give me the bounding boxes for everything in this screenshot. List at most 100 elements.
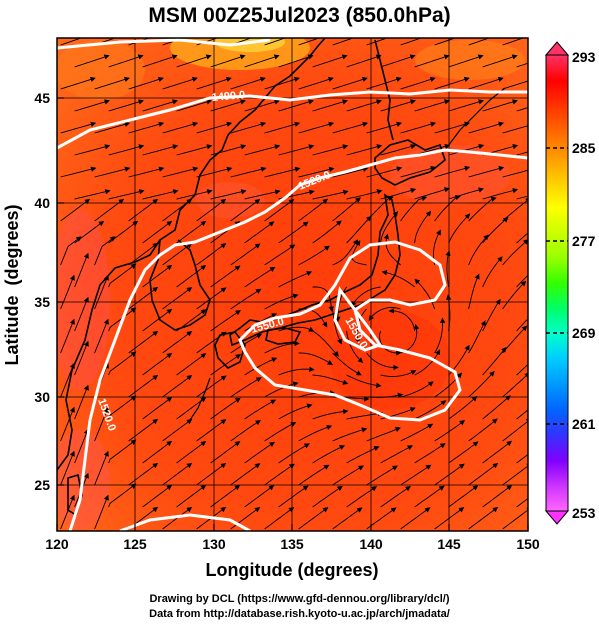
streamline (312, 485, 343, 508)
streamline (128, 242, 159, 266)
streamline (94, 76, 130, 90)
streamline (516, 318, 528, 332)
streamline (230, 166, 267, 178)
streamline (366, 121, 403, 134)
streamline (210, 189, 247, 200)
streamline (244, 357, 278, 376)
streamline (278, 443, 310, 464)
streamline (366, 426, 401, 442)
streamline (414, 349, 441, 376)
streamline (434, 121, 471, 134)
streamline (278, 403, 313, 420)
streamline (298, 352, 333, 365)
streamline (176, 484, 207, 508)
streamline (94, 494, 109, 530)
streamline (210, 441, 241, 464)
x-tick-label: 140 (359, 536, 383, 552)
streamline (298, 507, 329, 530)
streamline (94, 406, 109, 442)
streamline (74, 54, 110, 68)
streamline (434, 165, 471, 178)
streamline (244, 266, 276, 288)
streamline (502, 169, 528, 178)
streamline (516, 363, 528, 376)
streamline (482, 99, 518, 112)
streamline (332, 465, 364, 486)
streamline (434, 194, 461, 222)
streamline (346, 144, 383, 156)
streamline (230, 288, 262, 310)
streamline (264, 463, 295, 486)
streamline (332, 121, 369, 134)
streamline (468, 121, 505, 134)
streamline (74, 340, 89, 376)
streamline (230, 377, 262, 398)
streamline (264, 507, 295, 530)
streamline (346, 99, 382, 112)
streamline (74, 252, 89, 288)
streamline (210, 397, 241, 420)
streamline (468, 234, 489, 266)
streamline (502, 239, 528, 266)
streamline (448, 143, 485, 156)
streamline (94, 121, 131, 134)
streamline (60, 494, 75, 530)
streamline (414, 443, 446, 464)
colorbar-label: 293 (572, 49, 596, 65)
streamline (108, 307, 137, 332)
x-tick-label: 120 (45, 536, 69, 552)
streamline (516, 195, 528, 200)
streamline (142, 396, 173, 420)
colorbar-label: 253 (572, 505, 596, 521)
streamline (380, 99, 416, 112)
streamline (448, 485, 479, 508)
streamline (516, 232, 528, 244)
streamline (332, 38, 355, 46)
streamline (468, 506, 499, 530)
streamline (368, 307, 401, 321)
streamline (516, 453, 528, 464)
streamline (94, 236, 116, 266)
streamline (142, 440, 173, 464)
streamline (346, 215, 372, 244)
streamline (414, 485, 445, 508)
streamline (400, 464, 432, 486)
x-tick-label: 130 (202, 536, 226, 552)
streamline (516, 107, 528, 112)
streamline (196, 287, 227, 310)
streamline (60, 76, 96, 90)
streamline (128, 462, 159, 486)
streamline (434, 420, 466, 442)
streamline (502, 80, 528, 90)
colorbar-label: 285 (572, 140, 596, 156)
streamline (210, 484, 241, 508)
colorbar-body (545, 54, 569, 512)
streamline (278, 99, 314, 112)
streamline (60, 236, 82, 266)
plot-title: MSM 00Z25Jul2023 (850.0hPa) (148, 4, 451, 27)
streamline (414, 210, 432, 244)
streamline (142, 220, 173, 244)
streamline (400, 38, 423, 46)
streamline (108, 54, 144, 68)
streamline (482, 395, 511, 420)
streamline (414, 143, 451, 156)
streamline (162, 374, 193, 398)
streamline (278, 326, 315, 332)
streamline (244, 221, 275, 244)
y-tick-label: 30 (34, 389, 50, 405)
streamline (502, 506, 528, 530)
streamline (298, 308, 328, 328)
streamline (142, 308, 173, 332)
x-tick-labels: 120 125 130 135 140 145 150 (45, 536, 540, 552)
streamline (108, 189, 145, 200)
streamline (468, 166, 505, 178)
streamline (346, 189, 383, 200)
streamline (516, 62, 528, 68)
streamline (502, 462, 528, 486)
streamline (264, 38, 287, 46)
streamline (400, 507, 431, 530)
streamline (264, 422, 297, 442)
streamline (244, 54, 280, 68)
streamline (244, 99, 280, 112)
